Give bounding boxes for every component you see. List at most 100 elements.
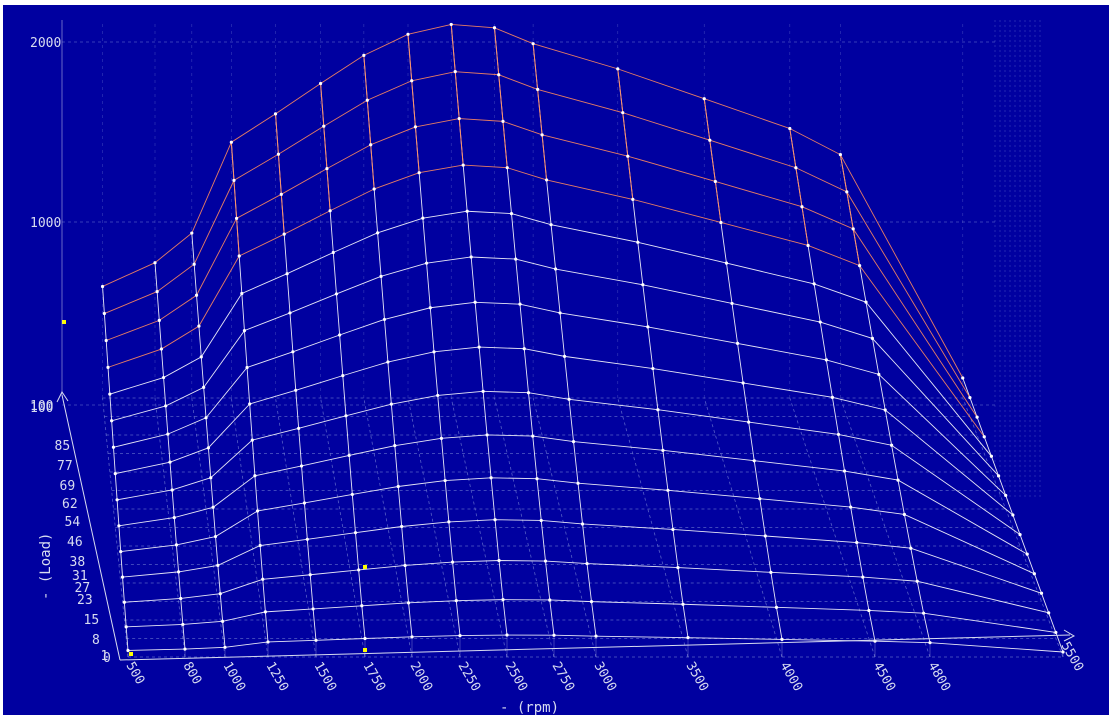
y-tick-label: 38 — [70, 555, 86, 570]
surface-line — [102, 23, 964, 379]
surface-node — [909, 546, 913, 550]
surface-line — [113, 301, 1007, 496]
surface-node — [989, 454, 994, 458]
surface-node — [571, 439, 576, 444]
surface-node — [465, 209, 469, 213]
surface-node — [870, 336, 875, 340]
surface-node — [861, 575, 865, 579]
surface-node — [686, 636, 690, 640]
y-tick-label: 0 — [103, 651, 111, 666]
surface-line — [118, 434, 1028, 555]
surface-node — [975, 415, 979, 419]
surface-line-highlight — [407, 34, 420, 173]
surface-node — [353, 531, 358, 535]
surface-node — [102, 311, 106, 316]
surface-node — [190, 231, 194, 235]
surface-node — [159, 347, 164, 351]
y-tick-label: 46 — [67, 535, 83, 550]
surface-node — [328, 209, 332, 213]
surface-line-highlight — [532, 43, 548, 180]
surface-node — [842, 469, 847, 473]
surface-node — [1039, 591, 1044, 595]
surface-node — [752, 459, 756, 463]
surface-node — [922, 611, 926, 615]
surface-line — [111, 256, 999, 477]
surface-node — [211, 505, 215, 509]
surface-node — [213, 534, 218, 539]
surface-node — [558, 311, 562, 315]
surface-node — [457, 116, 461, 121]
grid-line — [154, 397, 186, 658]
surface-node — [229, 140, 233, 144]
surface-node — [758, 497, 762, 501]
surface-node — [406, 32, 410, 36]
surface-node — [276, 152, 281, 156]
surface-node — [288, 311, 292, 315]
surface-node — [915, 579, 919, 583]
surface-node — [509, 211, 514, 216]
surface-node — [357, 568, 361, 572]
grid-line — [617, 397, 689, 658]
grid-line — [320, 397, 366, 658]
surface-node — [589, 600, 594, 604]
x-axis-arrow — [1063, 629, 1076, 642]
surface-node — [197, 324, 201, 328]
surface-node — [540, 133, 544, 137]
surface-node — [204, 416, 208, 420]
surface-node — [522, 347, 526, 351]
surface-node — [285, 272, 289, 276]
surface-line — [104, 71, 971, 398]
grid-line — [275, 397, 317, 658]
surface-node — [996, 474, 1001, 478]
surface-node — [626, 154, 630, 158]
surface-node — [248, 402, 252, 406]
surface-node — [961, 376, 965, 380]
z-tick-label: 2000 — [30, 36, 61, 51]
y-axis-arrow — [56, 391, 69, 403]
surface-node — [594, 634, 598, 638]
surface-node — [877, 372, 881, 376]
surface-line-highlight — [789, 128, 809, 246]
surface-node — [514, 257, 518, 261]
surface-node — [439, 436, 444, 440]
surface-node — [818, 320, 822, 324]
surface-node — [769, 570, 773, 574]
surface-node — [155, 289, 159, 294]
surface-node — [824, 358, 828, 362]
surface-node — [505, 166, 509, 170]
surface-line-highlight — [617, 68, 634, 200]
surface-node — [120, 575, 125, 579]
surface-node — [497, 73, 501, 77]
surface-node — [536, 87, 540, 92]
surface-node — [1018, 532, 1022, 537]
surface-node — [485, 433, 489, 437]
cursor-marker — [363, 648, 367, 652]
surface-node — [104, 338, 108, 343]
surface-node — [518, 302, 522, 306]
surface-node — [890, 443, 894, 447]
grid-line — [450, 397, 508, 658]
surface-node — [382, 317, 387, 322]
surface-node — [539, 518, 543, 523]
surface-node — [788, 126, 792, 131]
surface-node — [713, 179, 717, 184]
surface-line — [127, 634, 1064, 653]
surface-node — [305, 537, 309, 541]
surface-node — [1047, 611, 1051, 615]
surface-node — [562, 354, 567, 358]
surface-node — [417, 171, 421, 175]
surface-node — [851, 227, 855, 231]
surface-node — [544, 178, 549, 182]
surface-node — [360, 604, 364, 608]
surface-node — [661, 448, 665, 452]
surface-node — [282, 232, 286, 236]
surface-node — [410, 79, 414, 83]
surface-node — [181, 622, 185, 627]
surface-node — [928, 641, 932, 645]
surface-node — [567, 397, 571, 401]
y-tick-label: 77 — [57, 459, 73, 474]
surface-node — [338, 333, 342, 337]
surface-node — [449, 22, 453, 27]
surface-node — [334, 292, 339, 296]
